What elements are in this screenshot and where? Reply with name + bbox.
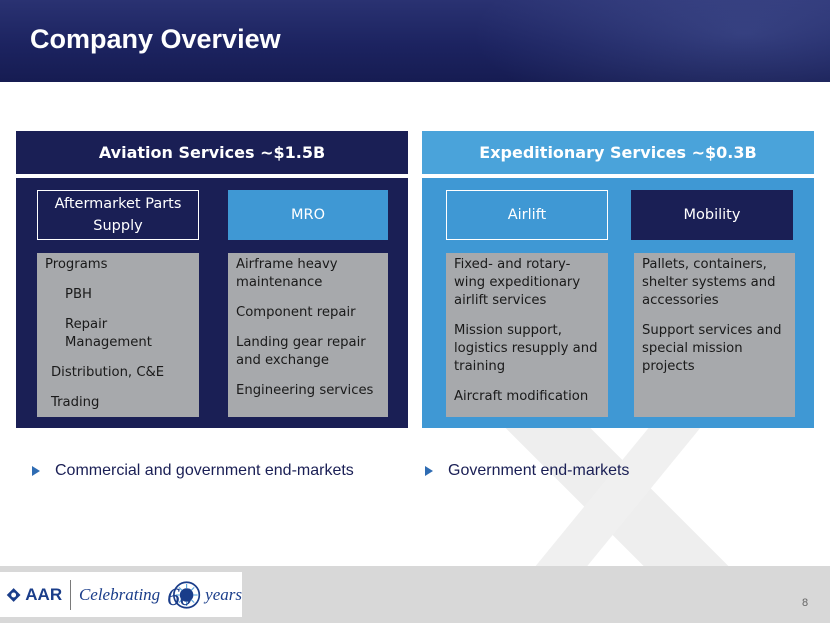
tab-aftermarket-parts-supply: Aftermarket Parts Supply — [37, 190, 199, 240]
tab-mobility: Mobility — [631, 190, 793, 240]
list-item: PBH — [65, 287, 92, 302]
aar-logo: AAR Celebrating 60 years — [0, 572, 242, 617]
sixty-years-badge-icon: 60 — [167, 580, 201, 611]
aftermarket-parts-box: Programs PBH Repair Management Distribut… — [37, 253, 199, 417]
list-item: Support services and special mission pro… — [642, 323, 782, 374]
list-item: Engineering services — [236, 383, 374, 398]
list-item: Airframe heavy maintenance — [236, 257, 338, 290]
list-item: Fixed- and rotary-wing expeditionary air… — [454, 257, 581, 308]
mobility-box: Pallets, containers, shelter systems and… — [634, 253, 795, 417]
list-item: Repair Management — [65, 317, 152, 350]
aar-logo-text: AAR — [25, 584, 63, 604]
logo-divider — [70, 579, 71, 610]
list-item: Mission support, logistics resupply and … — [454, 323, 598, 374]
bullet-text: Government end-markets — [448, 462, 630, 479]
tab-mro: MRO — [228, 190, 388, 240]
title-sheen — [450, 0, 830, 82]
mro-box: Airframe heavy maintenance Component rep… — [228, 253, 388, 417]
celebrating-text: Celebrating — [78, 584, 161, 604]
government-bullet: Government end-markets — [425, 462, 629, 480]
expeditionary-services-header: Expeditionary Services ~$0.3B — [422, 131, 814, 174]
list-item: Programs — [45, 257, 108, 272]
list-item: Distribution, C&E — [51, 365, 165, 380]
bullet-text: Commercial and government end-markets — [55, 462, 354, 479]
years-text: years — [205, 584, 242, 604]
list-item: Aircraft modification — [454, 389, 589, 404]
title-bar: Company Overview — [0, 0, 830, 82]
bullet-triangle-icon — [425, 466, 433, 476]
page-title: Company Overview — [30, 24, 281, 54]
airlift-box: Fixed- and rotary-wing expeditionary air… — [446, 253, 608, 417]
commercial-bullet: Commercial and government end-markets — [32, 462, 354, 480]
sixty-digit: 60 — [167, 582, 193, 611]
aar-emblem-icon — [6, 587, 21, 602]
aviation-services-header: Aviation Services ~$1.5B — [16, 131, 408, 174]
tab-airlift: Airlift — [446, 190, 608, 240]
list-item: Component repair — [236, 305, 356, 320]
list-item: Trading — [51, 395, 100, 410]
page-number: 8 — [802, 597, 809, 609]
list-item: Pallets, containers, shelter systems and… — [642, 257, 776, 308]
bullet-triangle-icon — [32, 466, 40, 476]
list-item: Landing gear repair and exchange — [236, 335, 366, 368]
